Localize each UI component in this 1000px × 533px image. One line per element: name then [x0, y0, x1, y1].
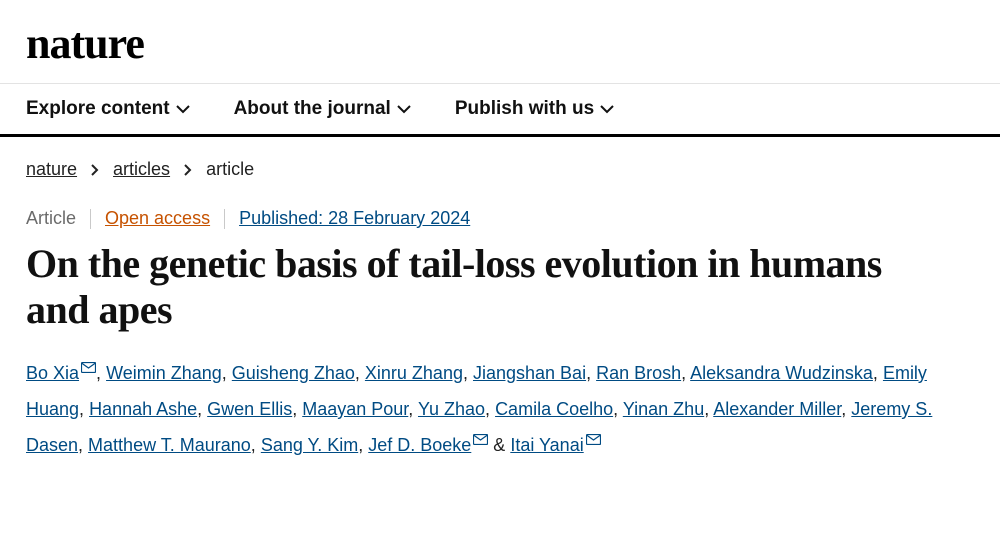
- author-link[interactable]: Camila Coelho: [495, 399, 613, 419]
- author-link[interactable]: Bo Xia: [26, 363, 79, 383]
- author-link[interactable]: Jef D. Boeke: [368, 435, 471, 455]
- nav-label: Publish with us: [455, 98, 594, 120]
- breadcrumb-current: article: [206, 159, 254, 180]
- published-date-link[interactable]: Published: 28 February 2024: [239, 208, 470, 229]
- breadcrumb-section[interactable]: articles: [113, 159, 170, 180]
- meta-divider: [90, 209, 91, 229]
- author-link[interactable]: Jiangshan Bai: [473, 363, 586, 383]
- author-link[interactable]: Weimin Zhang: [106, 363, 222, 383]
- author-link[interactable]: Sang Y. Kim: [261, 435, 358, 455]
- mail-icon: [81, 349, 96, 385]
- chevron-right-icon: [91, 164, 99, 176]
- primary-nav: Explore content About the journal Publis…: [0, 83, 1000, 137]
- article-meta: Article Open access Published: 28 Februa…: [0, 190, 1000, 233]
- author-link[interactable]: Gwen Ellis: [207, 399, 292, 419]
- author-list: Bo Xia, Weimin Zhang, Guisheng Zhao, Xin…: [0, 351, 960, 483]
- author-link[interactable]: Matthew T. Maurano: [88, 435, 251, 455]
- breadcrumb-root[interactable]: nature: [26, 159, 77, 180]
- chevron-down-icon: [176, 105, 190, 114]
- author-link[interactable]: Yinan Zhu: [623, 399, 704, 419]
- author-separator-and: &: [488, 435, 510, 455]
- nav-publish-with-us[interactable]: Publish with us: [455, 98, 614, 120]
- author-link[interactable]: Guisheng Zhao: [232, 363, 355, 383]
- author-link[interactable]: Yu Zhao: [418, 399, 485, 419]
- chevron-down-icon: [600, 105, 614, 114]
- open-access-link[interactable]: Open access: [105, 208, 210, 229]
- mail-icon: [473, 421, 488, 457]
- meta-divider: [224, 209, 225, 229]
- author-link[interactable]: Maayan Pour: [302, 399, 408, 419]
- brand-logo[interactable]: nature: [26, 18, 974, 69]
- chevron-down-icon: [397, 105, 411, 114]
- nav-about-journal[interactable]: About the journal: [234, 98, 411, 120]
- chevron-right-icon: [184, 164, 192, 176]
- author-link[interactable]: Alexander Miller: [713, 399, 841, 419]
- author-link[interactable]: Xinru Zhang: [365, 363, 463, 383]
- mail-icon: [586, 421, 601, 457]
- author-link[interactable]: Aleksandra Wudzinska: [690, 363, 873, 383]
- author-link[interactable]: Itai Yanai: [510, 435, 583, 455]
- article-title: On the genetic basis of tail-loss evolut…: [0, 233, 940, 351]
- breadcrumb: nature articles article: [0, 137, 1000, 190]
- article-type-label: Article: [26, 208, 76, 229]
- author-link[interactable]: Ran Brosh: [596, 363, 681, 383]
- nav-label: Explore content: [26, 98, 170, 120]
- header: nature: [0, 0, 1000, 83]
- author-link[interactable]: Hannah Ashe: [89, 399, 197, 419]
- nav-explore-content[interactable]: Explore content: [26, 98, 190, 120]
- nav-label: About the journal: [234, 98, 391, 120]
